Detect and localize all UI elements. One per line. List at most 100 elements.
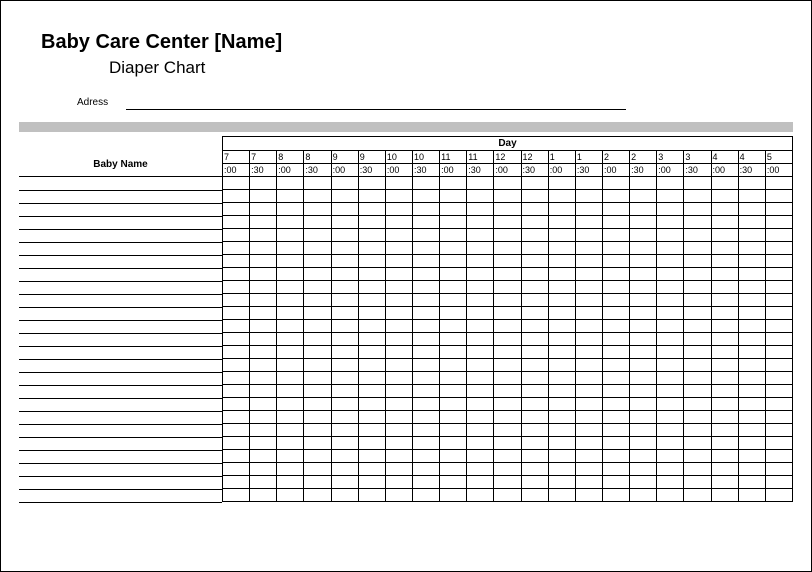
grid-cell[interactable]	[223, 216, 250, 229]
grid-cell[interactable]	[250, 450, 277, 463]
grid-cell[interactable]	[385, 424, 412, 437]
grid-cell[interactable]	[412, 411, 439, 424]
grid-cell[interactable]	[630, 255, 657, 268]
grid-cell[interactable]	[467, 307, 494, 320]
grid-cell[interactable]	[657, 190, 684, 203]
grid-cell[interactable]	[358, 281, 385, 294]
grid-cell[interactable]	[223, 320, 250, 333]
grid-cell[interactable]	[304, 255, 331, 268]
grid-cell[interactable]	[412, 268, 439, 281]
grid-cell[interactable]	[711, 333, 738, 346]
grid-cell[interactable]	[494, 450, 521, 463]
grid-cell[interactable]	[684, 307, 711, 320]
grid-cell[interactable]	[711, 242, 738, 255]
grid-cell[interactable]	[223, 294, 250, 307]
grid-cell[interactable]	[711, 294, 738, 307]
grid-cell[interactable]	[657, 177, 684, 190]
grid-cell[interactable]	[358, 203, 385, 216]
grid-cell[interactable]	[440, 294, 467, 307]
grid-cell[interactable]	[277, 320, 304, 333]
grid-cell[interactable]	[250, 463, 277, 476]
grid-cell[interactable]	[358, 268, 385, 281]
grid-cell[interactable]	[602, 281, 629, 294]
grid-cell[interactable]	[548, 307, 575, 320]
grid-cell[interactable]	[385, 307, 412, 320]
grid-cell[interactable]	[277, 372, 304, 385]
grid-cell[interactable]	[494, 268, 521, 281]
grid-cell[interactable]	[575, 463, 602, 476]
grid-cell[interactable]	[494, 411, 521, 424]
grid-cell[interactable]	[385, 437, 412, 450]
grid-cell[interactable]	[440, 359, 467, 372]
grid-cell[interactable]	[494, 359, 521, 372]
grid-cell[interactable]	[304, 489, 331, 502]
grid-cell[interactable]	[657, 333, 684, 346]
grid-cell[interactable]	[385, 242, 412, 255]
grid-cell[interactable]	[494, 307, 521, 320]
grid-cell[interactable]	[765, 216, 792, 229]
baby-name-cell[interactable]	[19, 463, 222, 476]
grid-cell[interactable]	[521, 372, 548, 385]
grid-cell[interactable]	[630, 307, 657, 320]
grid-cell[interactable]	[711, 320, 738, 333]
grid-cell[interactable]	[331, 255, 358, 268]
grid-cell[interactable]	[575, 229, 602, 242]
grid-cell[interactable]	[630, 385, 657, 398]
grid-cell[interactable]	[494, 190, 521, 203]
grid-cell[interactable]	[304, 320, 331, 333]
grid-cell[interactable]	[412, 398, 439, 411]
grid-cell[interactable]	[738, 242, 765, 255]
grid-cell[interactable]	[521, 255, 548, 268]
baby-name-cell[interactable]	[19, 294, 222, 307]
grid-cell[interactable]	[358, 346, 385, 359]
grid-cell[interactable]	[657, 463, 684, 476]
baby-name-cell[interactable]	[19, 385, 222, 398]
grid-cell[interactable]	[331, 489, 358, 502]
grid-cell[interactable]	[521, 333, 548, 346]
grid-cell[interactable]	[467, 203, 494, 216]
grid-cell[interactable]	[684, 203, 711, 216]
grid-cell[interactable]	[223, 177, 250, 190]
grid-cell[interactable]	[412, 255, 439, 268]
grid-cell[interactable]	[575, 424, 602, 437]
grid-cell[interactable]	[684, 320, 711, 333]
grid-cell[interactable]	[602, 476, 629, 489]
grid-cell[interactable]	[412, 203, 439, 216]
grid-cell[interactable]	[765, 294, 792, 307]
grid-cell[interactable]	[277, 203, 304, 216]
grid-cell[interactable]	[358, 177, 385, 190]
grid-cell[interactable]	[277, 476, 304, 489]
grid-cell[interactable]	[684, 424, 711, 437]
grid-cell[interactable]	[630, 216, 657, 229]
baby-name-cell[interactable]	[19, 307, 222, 320]
grid-cell[interactable]	[331, 450, 358, 463]
grid-cell[interactable]	[223, 450, 250, 463]
grid-cell[interactable]	[277, 242, 304, 255]
grid-cell[interactable]	[467, 463, 494, 476]
grid-cell[interactable]	[738, 203, 765, 216]
grid-cell[interactable]	[467, 255, 494, 268]
grid-cell[interactable]	[548, 229, 575, 242]
grid-cell[interactable]	[250, 489, 277, 502]
grid-cell[interactable]	[440, 216, 467, 229]
grid-cell[interactable]	[575, 203, 602, 216]
baby-name-cell[interactable]	[19, 450, 222, 463]
grid-cell[interactable]	[385, 268, 412, 281]
grid-cell[interactable]	[711, 229, 738, 242]
grid-cell[interactable]	[602, 489, 629, 502]
grid-cell[interactable]	[738, 333, 765, 346]
grid-cell[interactable]	[277, 398, 304, 411]
grid-cell[interactable]	[575, 307, 602, 320]
grid-cell[interactable]	[440, 489, 467, 502]
grid-cell[interactable]	[630, 476, 657, 489]
grid-cell[interactable]	[385, 476, 412, 489]
grid-cell[interactable]	[684, 385, 711, 398]
grid-cell[interactable]	[548, 203, 575, 216]
grid-cell[interactable]	[440, 268, 467, 281]
baby-name-cell[interactable]	[19, 229, 222, 242]
grid-cell[interactable]	[738, 346, 765, 359]
grid-cell[interactable]	[575, 242, 602, 255]
grid-cell[interactable]	[304, 281, 331, 294]
grid-cell[interactable]	[684, 450, 711, 463]
grid-cell[interactable]	[223, 463, 250, 476]
